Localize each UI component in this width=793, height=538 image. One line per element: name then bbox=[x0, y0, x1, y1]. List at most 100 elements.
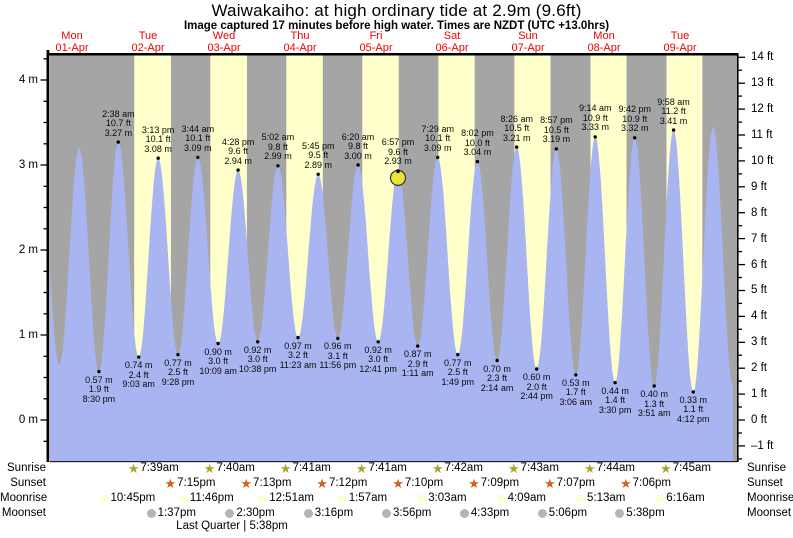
high-tide-label: 9:42 pm 10.9 ft 3.32 m bbox=[618, 104, 651, 134]
sunrise-time: ★ 7:45am bbox=[660, 460, 712, 476]
low-tide-label: 0.87 m 2.9 ft 1:11 am bbox=[401, 349, 434, 379]
moonset-time: 5:38pm bbox=[615, 506, 665, 520]
sunset-row-label-left: Sunset bbox=[10, 477, 46, 489]
sunset-star-icon: ★ bbox=[316, 475, 328, 491]
tide-extreme-dot bbox=[475, 159, 480, 164]
date-label: Wed 03-Apr bbox=[207, 30, 241, 54]
high-tide-label: 6:57 pm 9.6 ft 2.93 m bbox=[381, 137, 415, 167]
tide-extreme-dot bbox=[236, 168, 240, 172]
low-tide-label: 0.57 m 1.9 ft 8:30 pm bbox=[82, 374, 116, 404]
sunrise-star-icon: ★ bbox=[507, 460, 520, 476]
high-tide-label: 8:26 am 10.5 ft 3.21 m bbox=[500, 113, 533, 143]
tide-extreme-dot bbox=[116, 140, 121, 144]
feet-tick-label: 5 ft bbox=[751, 284, 767, 297]
moonrise-time: 5:13am bbox=[576, 491, 625, 505]
moonrise-time: 10:45pm bbox=[99, 491, 155, 505]
sunrise-row-label-left: Sunrise bbox=[7, 462, 46, 474]
tide-extreme-dot bbox=[671, 128, 676, 132]
feet-tick-label: –1 ft bbox=[751, 439, 774, 452]
moonset-circle-icon bbox=[146, 508, 156, 518]
sunset-time: ★ 7:13pm bbox=[240, 475, 292, 491]
tide-extreme-dot bbox=[137, 355, 141, 359]
feet-tick-label: 0 ft bbox=[751, 414, 767, 426]
tide-extreme-dot bbox=[652, 384, 656, 388]
tide-extreme-dot bbox=[535, 367, 539, 371]
meters-tick-label: 4 m bbox=[18, 74, 38, 86]
tide-extreme-dot bbox=[691, 390, 695, 394]
tide-extreme-dot bbox=[554, 147, 558, 151]
feet-tick-label: 14 ft bbox=[751, 51, 774, 64]
moonset-time: 2:30pm bbox=[225, 506, 275, 520]
tide-extreme-dot bbox=[633, 136, 637, 140]
sunrise-star-icon: ★ bbox=[584, 460, 596, 476]
moonrise-circle-icon bbox=[258, 493, 268, 503]
sunset-row-label-right: Sunset bbox=[747, 477, 783, 489]
high-tide-label: 3:13 pm 10.1 ft 3.08 m bbox=[141, 124, 175, 154]
moonset-circle-icon bbox=[225, 508, 235, 518]
moonset-time: 5:06pm bbox=[537, 506, 587, 520]
sunset-time: ★ 7:12pm bbox=[316, 475, 368, 491]
sunrise-time: ★ 7:40am bbox=[203, 460, 255, 476]
low-tide-label: 0.53 m 1.7 ft 3:06 am bbox=[559, 377, 593, 407]
low-tide-label: 0.60 m 2.0 ft 2:44 pm bbox=[520, 372, 553, 401]
date-label: Tue 09-Apr bbox=[663, 30, 697, 54]
moonrise-time: 3:03am bbox=[417, 491, 467, 505]
sunrise-time: ★ 7:41am bbox=[355, 460, 407, 476]
moonset-time: 1:37pm bbox=[146, 506, 196, 520]
moonrise-time: 1:57am bbox=[337, 491, 387, 505]
feet-tick-label: 1 ft bbox=[751, 388, 767, 401]
moonset-time: 3:16pm bbox=[303, 506, 353, 520]
high-tide-label: 2:38 am 10.7 ft 3.27 m bbox=[102, 108, 135, 138]
moonset-circle-icon bbox=[303, 508, 313, 518]
sunrise-time: ★ 7:43am bbox=[507, 460, 559, 476]
sunset-time: ★ 7:15pm bbox=[164, 475, 216, 491]
date-label: Mon 08-Apr bbox=[587, 30, 621, 54]
tide-extreme-dot bbox=[356, 163, 360, 167]
high-tide-label: 9:14 am 10.9 ft 3.33 m bbox=[578, 103, 612, 133]
tide-extreme-dot bbox=[256, 340, 260, 344]
date-label: Sat 06-Apr bbox=[435, 30, 469, 54]
moonrise-circle-icon bbox=[99, 493, 109, 503]
high-tide-label: 6:20 am 9.8 ft 3.00 m bbox=[341, 131, 375, 161]
moonset-time: 4:33pm bbox=[459, 506, 509, 520]
moonset-circle-icon bbox=[537, 508, 547, 518]
tide-extreme-dot bbox=[574, 373, 578, 377]
tide-extreme-dot bbox=[456, 352, 460, 357]
sunrise-star-icon: ★ bbox=[203, 460, 216, 476]
meters-tick-label: 1 m bbox=[18, 329, 38, 341]
tide-extreme-dot bbox=[495, 358, 499, 363]
sunset-star-icon: ★ bbox=[544, 475, 556, 491]
capture-note: Image captured 17 minutes before high wa… bbox=[183, 20, 610, 32]
sunrise-time: ★ 7:42am bbox=[431, 460, 483, 476]
moonrise-circle-icon bbox=[496, 493, 506, 503]
moonrise-circle-icon bbox=[178, 493, 188, 503]
moonset-circle-icon bbox=[615, 508, 625, 518]
sunset-time: ★ 7:06pm bbox=[620, 475, 672, 491]
moonrise-circle-icon bbox=[337, 493, 347, 503]
high-tide-label: 4:28 pm 9.6 ft 2.94 m bbox=[221, 136, 255, 166]
feet-tick-label: 10 ft bbox=[751, 154, 774, 167]
meters-tick-label: 0 m bbox=[18, 414, 38, 426]
page-title: Waiwakaiho: at high ordinary tide at 2.9… bbox=[211, 1, 582, 20]
tide-extreme-dot bbox=[196, 155, 200, 160]
tide-extreme-dot bbox=[593, 135, 597, 139]
date-label: Sun 07-Apr bbox=[511, 30, 545, 54]
sunset-star-icon: ★ bbox=[240, 475, 253, 491]
feet-tick-label: 4 ft bbox=[751, 310, 767, 323]
sunrise-star-icon: ★ bbox=[431, 460, 444, 476]
feet-tick-label: 13 ft bbox=[751, 77, 774, 90]
current-marker-dot bbox=[396, 169, 400, 174]
low-tide-label: 0.90 m 3.0 ft 10:09 am bbox=[199, 346, 237, 376]
tide-extreme-dot bbox=[416, 344, 420, 348]
sunrise-star-icon: ★ bbox=[279, 460, 292, 476]
low-tide-label: 0.77 m 2.5 ft 1:49 pm bbox=[441, 357, 475, 387]
sunrise-star-icon: ★ bbox=[355, 460, 368, 476]
low-tide-label: 0.44 m 1.4 ft 3:30 pm bbox=[598, 385, 632, 415]
moonrise-time: 6:16am bbox=[655, 491, 705, 505]
sunrise-star-icon: ★ bbox=[660, 460, 672, 476]
moonrise-time: 4:09am bbox=[496, 491, 546, 505]
tide-extreme-dot bbox=[515, 145, 519, 149]
sunset-star-icon: ★ bbox=[164, 475, 177, 491]
